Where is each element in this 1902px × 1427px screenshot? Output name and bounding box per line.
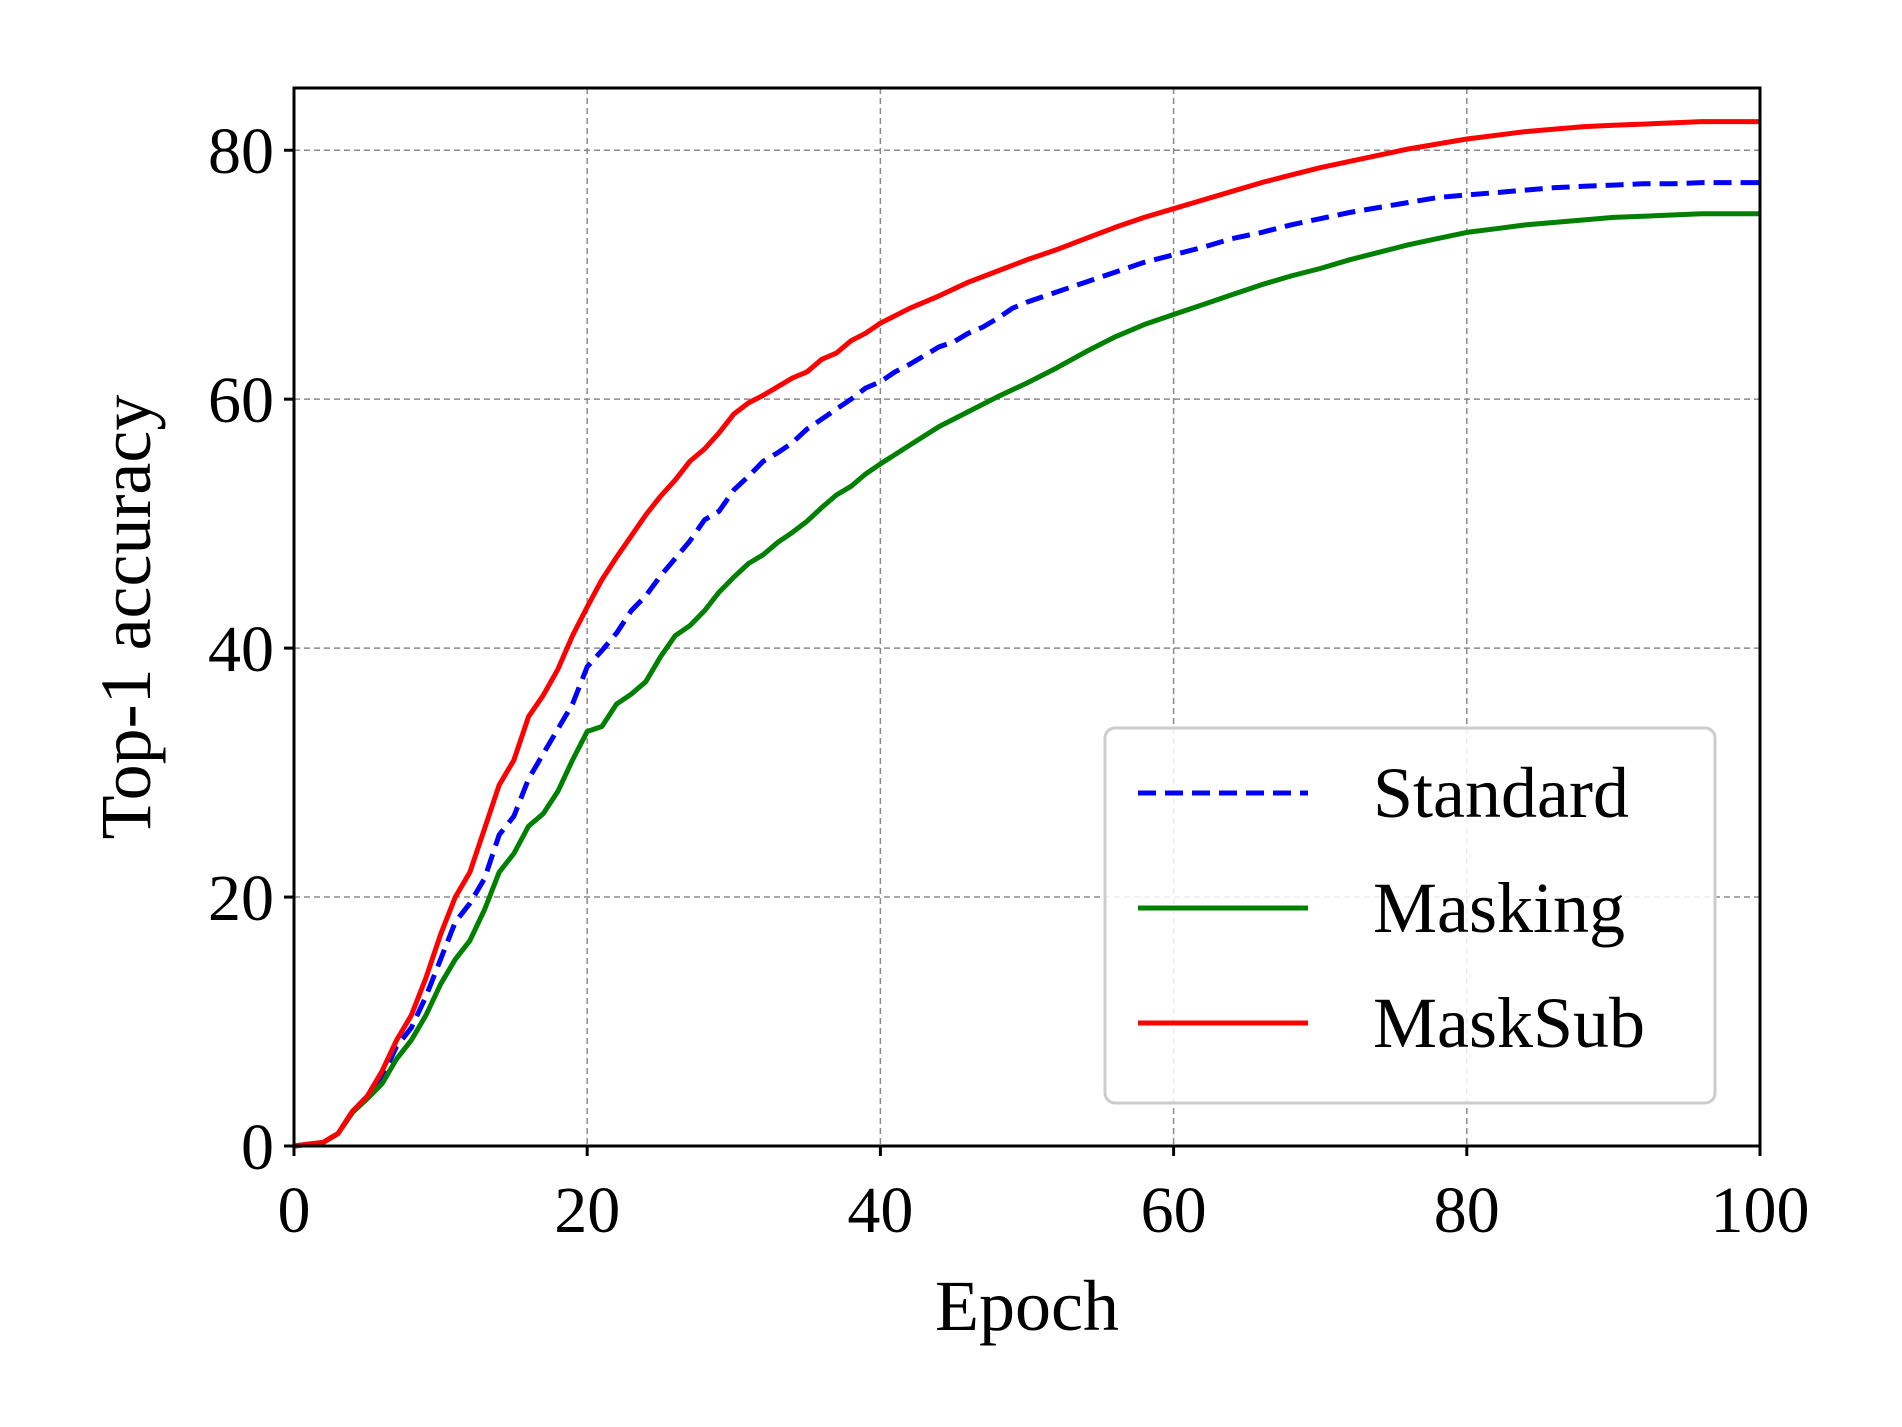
y-tick-label: 40 (208, 613, 274, 686)
legend-box (1103, 726, 1717, 1105)
legend-label-standard: Standard (1373, 753, 1629, 833)
y-axis-label: Top-1 accuracy (86, 395, 166, 840)
axis-ticks: 0 20 40 60 80 100 0 20 40 60 80 (208, 115, 1810, 1247)
plot-area-frame (292, 86, 1762, 1148)
y-tick-label: 20 (208, 862, 274, 935)
legend: Standard Masking MaskSub (1103, 726, 1717, 1105)
series-lines (293, 119, 1760, 1149)
series-line-masksub (293, 119, 1760, 1149)
x-tick-label: 0 (278, 1174, 311, 1247)
series-line-standard (293, 180, 1760, 1149)
x-tick-label: 20 (554, 1174, 620, 1247)
y-tick-label: 80 (208, 115, 274, 188)
x-tick-label: 40 (847, 1174, 913, 1247)
x-axis-label: Epoch (935, 1266, 1119, 1346)
legend-label-masksub: MaskSub (1373, 983, 1645, 1063)
series-line-masking (293, 211, 1760, 1149)
x-tick-label: 100 (1711, 1174, 1810, 1247)
y-tick-label: 60 (208, 364, 274, 437)
x-tick-label: 60 (1141, 1174, 1207, 1247)
x-tick-label: 80 (1434, 1174, 1500, 1247)
legend-label-masking: Masking (1373, 868, 1625, 948)
y-tick-label: 0 (241, 1111, 274, 1184)
